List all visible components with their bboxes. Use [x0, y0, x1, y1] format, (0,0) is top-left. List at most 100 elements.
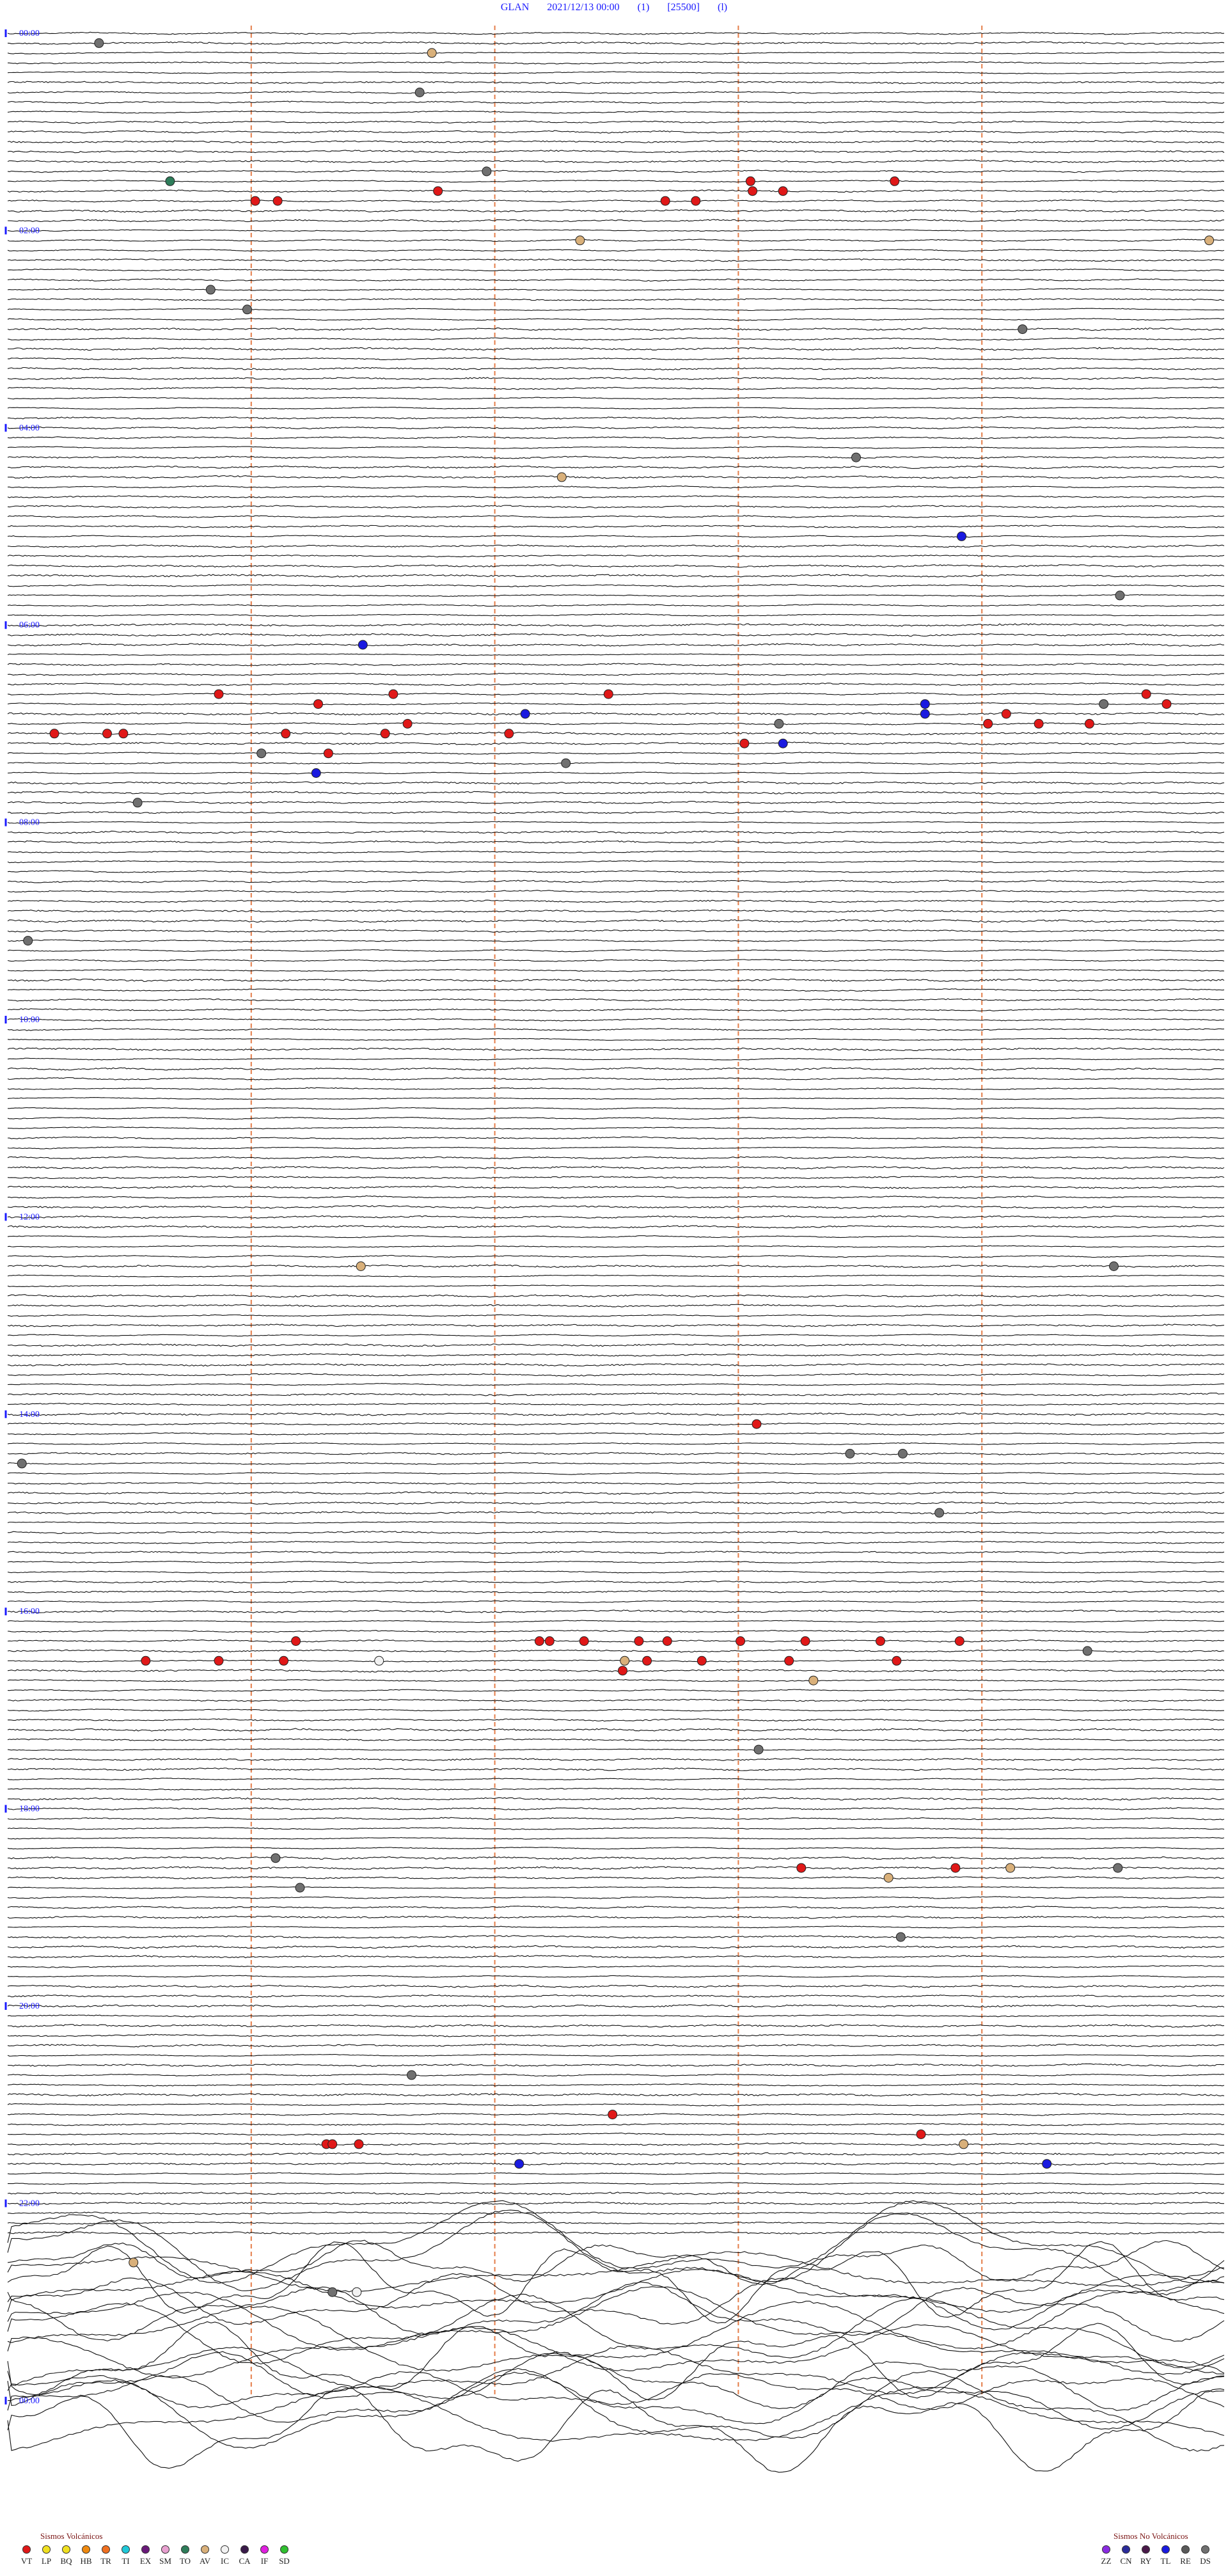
- legend-label: VT: [21, 2556, 32, 2566]
- legend-swatch: [42, 2545, 51, 2554]
- trace-row: [8, 2345, 1224, 2394]
- event-marker-vt: [1162, 700, 1171, 709]
- trace-row: [8, 1886, 1224, 1888]
- legend-item-ca: CA: [235, 2545, 255, 2566]
- trace-row: [8, 1482, 1224, 1485]
- legend-item-ic: IC: [215, 2545, 235, 2566]
- event-marker-ds: [852, 453, 861, 462]
- trace-row: [8, 427, 1224, 429]
- legend-label: TR: [100, 2556, 111, 2566]
- event-marker-vt: [324, 749, 333, 758]
- legend-item-sm: SM: [155, 2545, 175, 2566]
- trace-row: [8, 871, 1224, 873]
- trace-row: [8, 1758, 1224, 1761]
- trace-row: [8, 2153, 1224, 2155]
- legend-label: DS: [1200, 2556, 1211, 2566]
- event-marker-vt: [328, 2140, 337, 2149]
- legend-swatch: [201, 2545, 209, 2554]
- trace-row: [8, 219, 1224, 222]
- trace-row: [8, 486, 1224, 489]
- trace-row: [8, 1640, 1224, 1643]
- trace-row: [8, 496, 1224, 498]
- trace-row: [8, 2005, 1224, 2007]
- event-marker-vt: [1085, 719, 1094, 728]
- trace-row: [8, 1098, 1224, 1100]
- trace-row: [8, 476, 1224, 479]
- trace-row: [8, 1828, 1224, 1830]
- trace-row: [8, 1965, 1224, 1968]
- event-marker-ds: [562, 759, 571, 768]
- trace-row: [8, 1492, 1224, 1494]
- event-marker-ds: [407, 2071, 416, 2080]
- trace-row: [8, 752, 1224, 755]
- trace-row: [8, 663, 1224, 666]
- trace-row: [8, 288, 1224, 290]
- trace-row: [8, 1226, 1224, 1228]
- trace-row: [8, 1462, 1224, 1464]
- trace-row: [8, 1166, 1224, 1169]
- event-marker-vt: [545, 1637, 554, 1646]
- trace-row: [8, 2322, 1224, 2400]
- trace-row: [8, 1847, 1224, 1849]
- trace-row: [8, 61, 1224, 64]
- trace-row: [8, 1018, 1224, 1021]
- trace-row: [8, 308, 1224, 310]
- trace-row: [8, 624, 1224, 626]
- trace-row: [8, 1739, 1224, 1741]
- legend-label: EX: [140, 2556, 151, 2566]
- trace-row: [8, 2025, 1224, 2028]
- legend-item-bq: BQ: [56, 2545, 76, 2566]
- hour-label: 22:00: [19, 2199, 40, 2208]
- trace-row: [8, 1916, 1224, 1918]
- legend-label: LP: [42, 2556, 51, 2566]
- trace-row: [8, 1857, 1224, 1860]
- trace-row: [8, 436, 1224, 439]
- trace-row: [8, 1176, 1224, 1179]
- event-marker-ds: [271, 1854, 280, 1863]
- trace-row: [8, 1778, 1224, 1780]
- hour-label: 12:00: [19, 1212, 40, 1222]
- event-marker-vt: [214, 1656, 223, 1665]
- trace-row: [8, 121, 1224, 123]
- trace-row: [8, 1581, 1224, 1583]
- trace-row: [8, 32, 1224, 35]
- trace-row: [8, 2192, 1224, 2195]
- trace-row: [8, 969, 1224, 972]
- trace-row: [8, 1897, 1224, 1899]
- trace-row: [8, 130, 1224, 133]
- seismic-traces: [8, 32, 1224, 2472]
- event-marker-av: [356, 1262, 365, 1271]
- event-marker-vt: [785, 1656, 794, 1665]
- trace-row: [8, 940, 1224, 942]
- legend-label: IC: [221, 2556, 229, 2566]
- event-marker-ic: [352, 2288, 361, 2296]
- legend-swatch: [1122, 2545, 1130, 2554]
- trace-row: [8, 1936, 1224, 1939]
- event-marker-vt: [579, 1637, 588, 1646]
- trace-row: [8, 683, 1224, 686]
- trace-row: [8, 1196, 1224, 1198]
- trace-row: [8, 2015, 1224, 2017]
- trace-row: [8, 654, 1224, 656]
- trace-row: [8, 1709, 1224, 1711]
- legend-label: AV: [200, 2556, 210, 2566]
- event-marker-av: [427, 49, 436, 58]
- event-marker-vt: [1034, 719, 1043, 728]
- trace-row: [8, 2232, 1224, 2234]
- event-marker-vt: [535, 1637, 544, 1646]
- event-marker-vt: [314, 700, 323, 709]
- trace-row: [8, 861, 1224, 864]
- trace-row: [8, 2173, 1224, 2175]
- legend-item-vt: VT: [17, 2545, 36, 2566]
- trace-row: [8, 1048, 1224, 1051]
- trace-row: [8, 200, 1224, 202]
- trace-row: [8, 1393, 1224, 1396]
- event-marker-vt: [1142, 690, 1151, 699]
- event-marker-vt: [748, 187, 757, 196]
- trace-row: [8, 1541, 1224, 1544]
- trace-row: [8, 1324, 1224, 1327]
- trace-row: [8, 1798, 1224, 1800]
- trace-row: [8, 319, 1224, 320]
